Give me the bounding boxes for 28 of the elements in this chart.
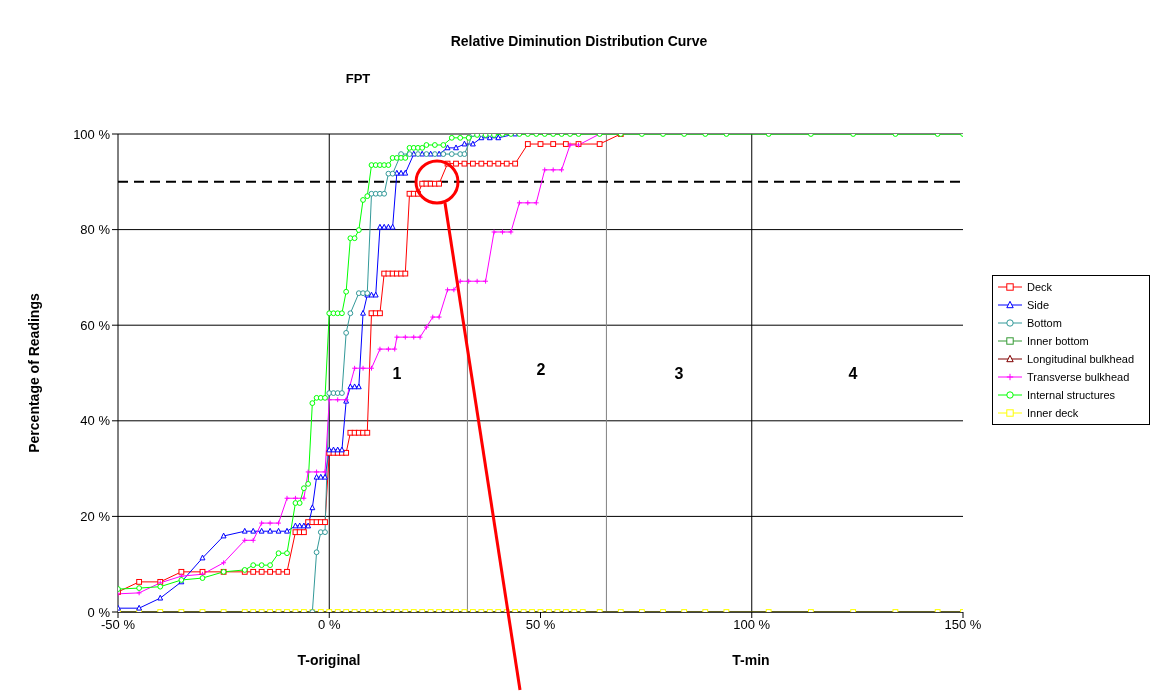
y-axis-title: Percentage of Readings	[26, 293, 42, 453]
legend-label: Inner deck	[1027, 406, 1079, 419]
annotation: 4	[848, 365, 858, 382]
legend-label: Internal structures	[1027, 388, 1116, 401]
y-tick-label: 60 %	[80, 317, 111, 333]
chart-title: Relative Diminution Distribution Curve	[450, 33, 708, 49]
y-tick-label: 100 %	[73, 126, 111, 142]
y-tick-label: 20 %	[80, 509, 111, 525]
y-tick-label: 0 %	[87, 604, 111, 620]
text: T-original	[297, 652, 361, 668]
text: T-min	[732, 652, 770, 668]
legend-label: Transverse bulkhead	[1027, 370, 1130, 383]
y-tick-label: 40 %	[80, 413, 111, 429]
x-tick-label: 100 %	[733, 617, 771, 633]
x-tick-label: -50 %	[101, 617, 136, 633]
y-tick-label: 80 %	[80, 222, 111, 238]
x-tick-label: 150 %	[944, 617, 982, 633]
legend-label: Inner bottom	[1027, 334, 1089, 347]
x-tick-label: 50 %	[525, 617, 556, 633]
legend-label: Bottom	[1027, 316, 1062, 329]
legend-label: Side	[1027, 298, 1050, 311]
legend-label: Deck	[1027, 280, 1053, 293]
annotation: 3	[674, 365, 684, 382]
x-tick-label: 0 %	[318, 617, 341, 633]
legend-label: Longitudinal bulkhead	[1027, 352, 1135, 365]
annotation: 1	[392, 365, 402, 382]
chart-subtitle: FPT	[345, 71, 371, 86]
annotation: 2	[536, 361, 546, 378]
